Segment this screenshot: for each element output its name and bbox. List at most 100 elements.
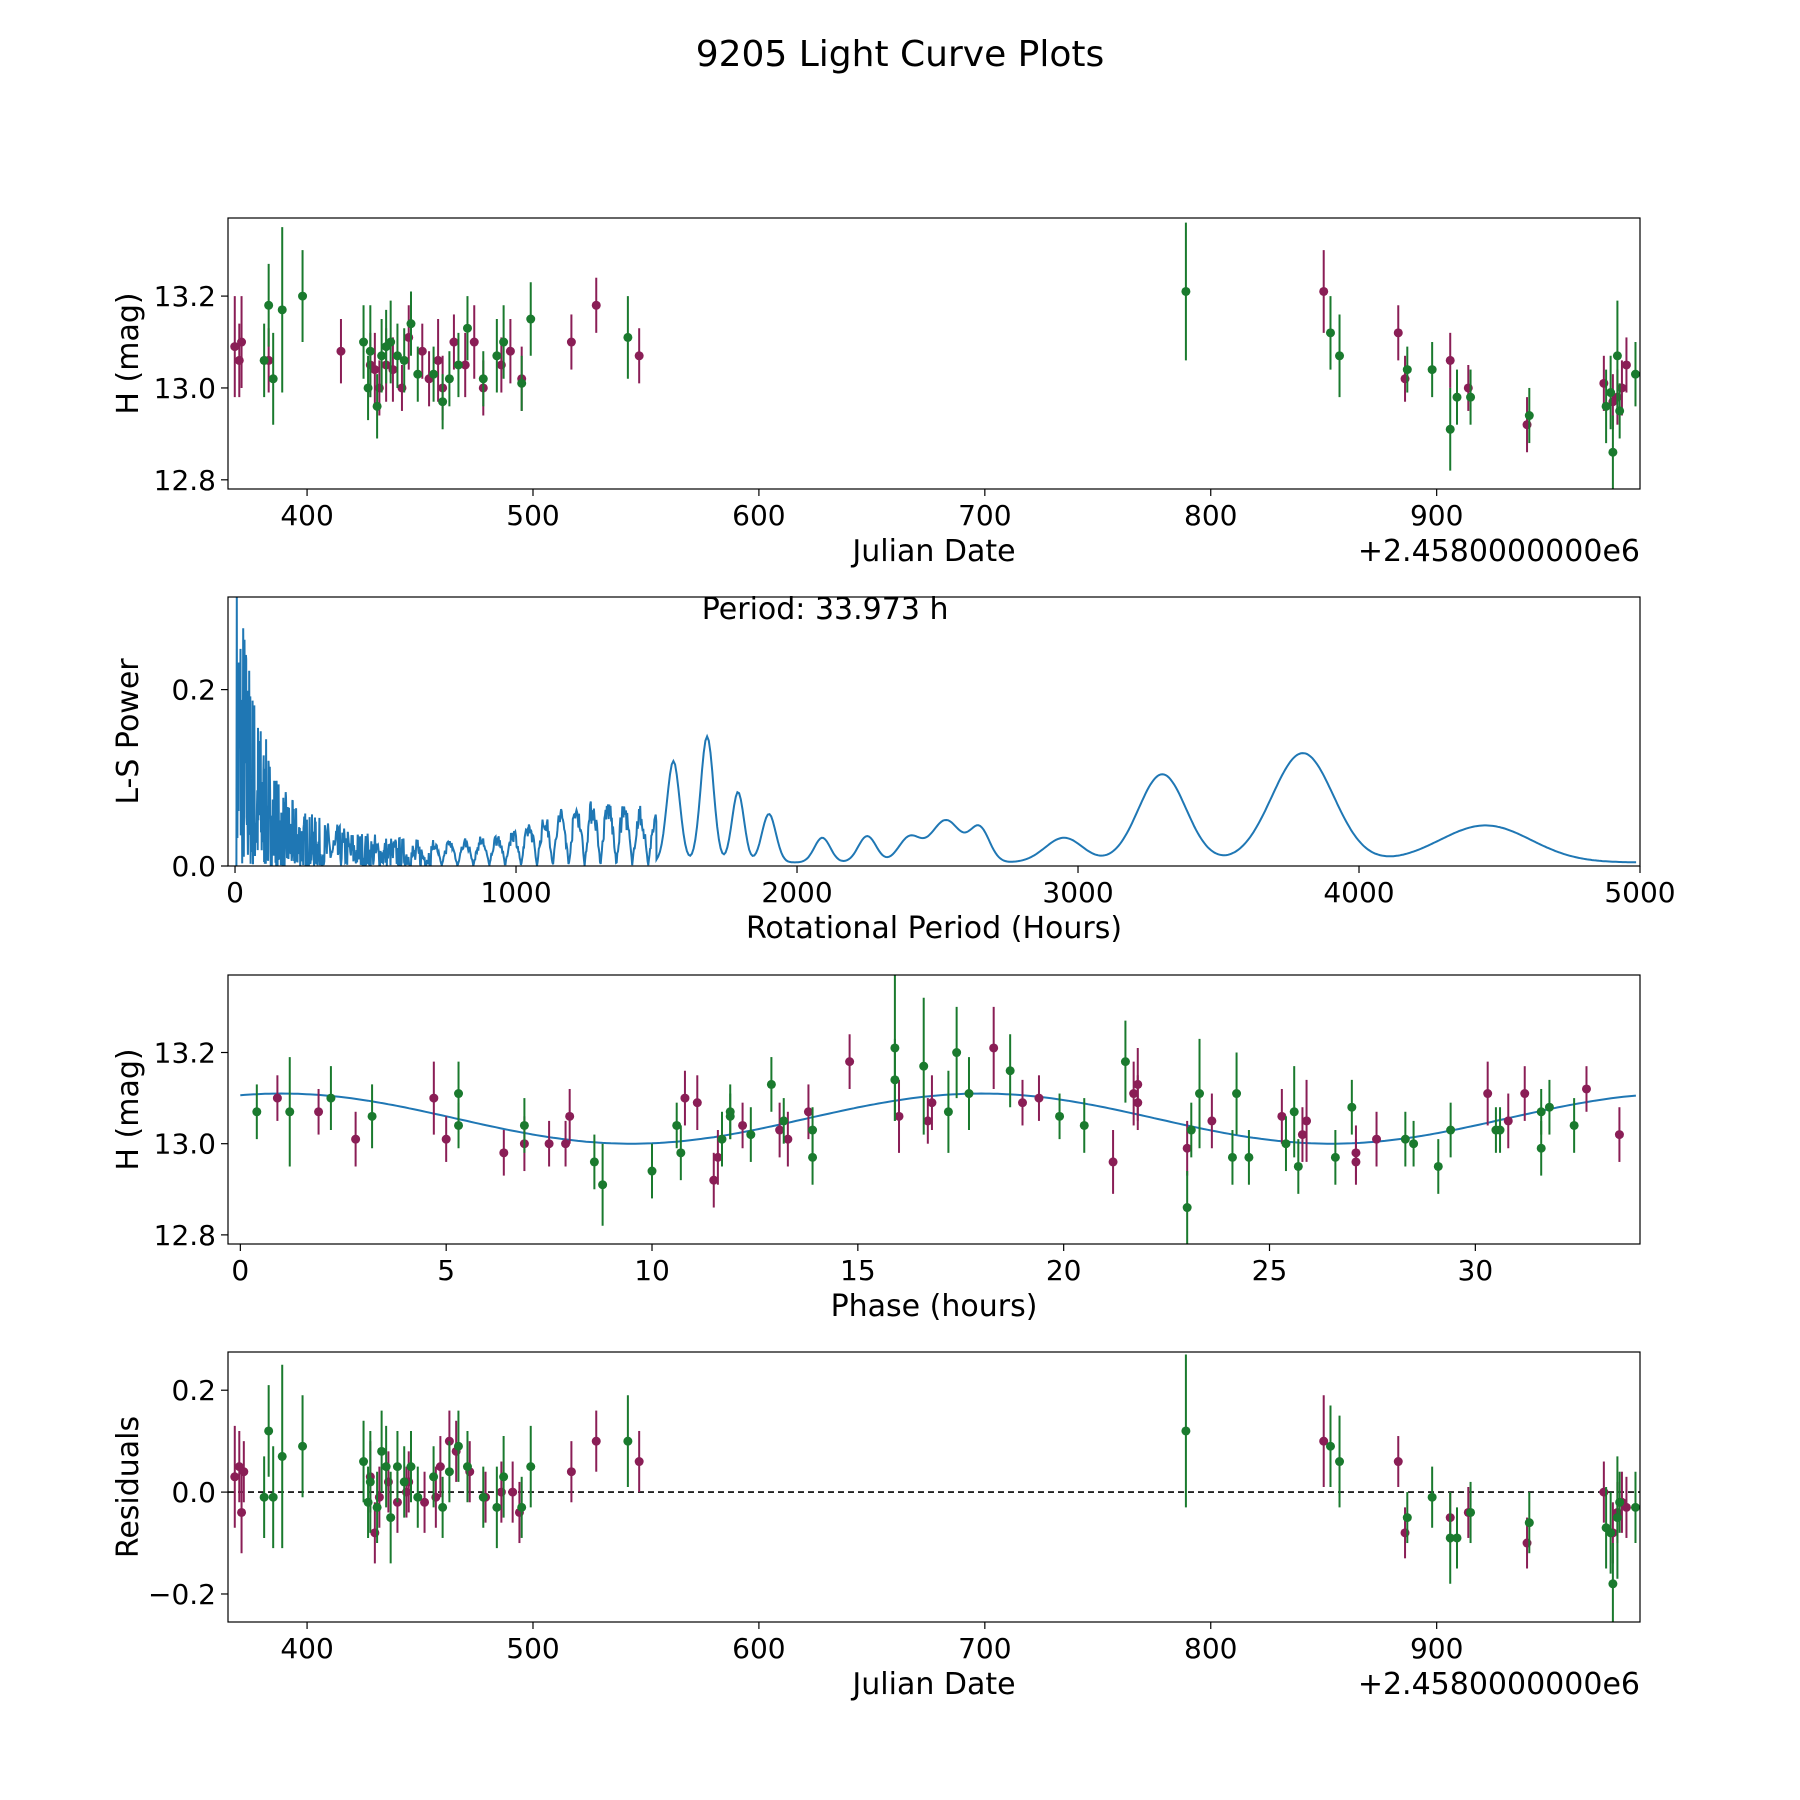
panel-residuals: 400 500 600 700 800 900 −0.2 0.0 0.2 Julian Date R… bbox=[111, 1351, 1641, 1702]
x-tick-label: 0 bbox=[226, 876, 244, 909]
data-point bbox=[429, 369, 439, 379]
panel-phasecurve: 0 5 10 15 20 25 30 12.8 13.0 13.2 Phase (hours) H (… bbox=[111, 974, 1641, 1324]
data-point bbox=[1319, 1436, 1329, 1446]
data-point bbox=[1393, 1457, 1403, 1467]
data-point bbox=[1606, 388, 1616, 398]
x-axis-label: Julian Date bbox=[850, 1667, 1015, 1702]
x-tick-label: 800 bbox=[1184, 1632, 1237, 1665]
data-point bbox=[1325, 1441, 1335, 1451]
data-point bbox=[1536, 1143, 1546, 1153]
data-point bbox=[713, 1152, 723, 1162]
x-tick-label: 400 bbox=[280, 1632, 333, 1665]
y-tick-label: 13.0 bbox=[154, 372, 216, 405]
data-point bbox=[499, 1148, 509, 1158]
x-tick-label: 800 bbox=[1184, 499, 1237, 532]
y-tick-label: 0.2 bbox=[171, 674, 216, 707]
data-point bbox=[692, 1098, 702, 1108]
data-point bbox=[1330, 1152, 1340, 1162]
data-point bbox=[517, 378, 527, 388]
y-axis-label: H (mag) bbox=[111, 1048, 146, 1170]
data-point bbox=[462, 323, 472, 333]
data-point bbox=[1608, 1579, 1618, 1589]
data-point bbox=[1402, 365, 1412, 375]
data-point bbox=[1495, 1125, 1505, 1135]
x-tick-label: 20 bbox=[1046, 1254, 1082, 1287]
data-point bbox=[460, 360, 470, 370]
data-point bbox=[676, 1148, 686, 1158]
x-axis-label: Julian Date bbox=[850, 534, 1015, 569]
data-point bbox=[469, 337, 479, 347]
y-tick-label: 12.8 bbox=[154, 464, 216, 497]
y-tick-label: 13.2 bbox=[154, 1037, 216, 1070]
data-point bbox=[264, 1426, 274, 1436]
data-point bbox=[1335, 1457, 1345, 1467]
data-point bbox=[894, 1111, 904, 1121]
data-point bbox=[492, 1502, 502, 1512]
data-point bbox=[544, 1139, 554, 1149]
data-point bbox=[1544, 1102, 1554, 1112]
data-point bbox=[314, 1107, 324, 1117]
x-tick-label: 5000 bbox=[1604, 876, 1675, 909]
data-point bbox=[438, 397, 448, 407]
data-point bbox=[1372, 1134, 1382, 1144]
data-point bbox=[803, 1107, 813, 1117]
data-point bbox=[561, 1139, 571, 1149]
plot-area-periodogram bbox=[235, 597, 1637, 866]
x-tick-label: 1000 bbox=[480, 876, 551, 909]
data-point bbox=[1445, 355, 1455, 365]
data-point bbox=[623, 332, 633, 342]
data-point bbox=[499, 337, 509, 347]
data-point bbox=[566, 1467, 576, 1477]
data-point bbox=[268, 374, 278, 384]
data-point bbox=[462, 1462, 472, 1472]
data-point bbox=[1055, 1111, 1065, 1121]
data-point bbox=[420, 1497, 430, 1507]
data-point bbox=[268, 1492, 278, 1502]
data-point bbox=[1524, 411, 1534, 421]
data-point bbox=[1445, 1533, 1455, 1543]
y-tick-label: −0.2 bbox=[148, 1578, 216, 1611]
data-point bbox=[589, 1157, 599, 1167]
data-point bbox=[399, 355, 409, 365]
data-point bbox=[259, 1492, 269, 1502]
data-point bbox=[1120, 1057, 1130, 1067]
data-point bbox=[1277, 1111, 1287, 1121]
data-point bbox=[508, 1487, 518, 1497]
data-point bbox=[725, 1111, 735, 1121]
x-tick-label: 4000 bbox=[1323, 876, 1394, 909]
data-point bbox=[1133, 1098, 1143, 1108]
data-point bbox=[1445, 424, 1455, 434]
data-point bbox=[1427, 365, 1437, 375]
data-point bbox=[1289, 1107, 1299, 1117]
data-point bbox=[365, 1477, 375, 1487]
data-point bbox=[598, 1180, 608, 1190]
data-point bbox=[237, 1507, 247, 1517]
figure-title: 9205 Light Curve Plots bbox=[696, 34, 1105, 75]
data-point bbox=[890, 1043, 900, 1053]
data-point bbox=[919, 1061, 929, 1071]
data-point bbox=[766, 1079, 776, 1089]
data-point bbox=[1181, 1426, 1191, 1436]
axes-frame bbox=[227, 974, 1641, 1245]
data-point bbox=[1108, 1157, 1118, 1167]
data-point bbox=[1325, 328, 1335, 338]
data-point bbox=[775, 1125, 785, 1135]
data-point bbox=[259, 355, 269, 365]
data-point bbox=[1606, 1528, 1616, 1538]
x-tick-label: 10 bbox=[634, 1254, 670, 1287]
data-point bbox=[367, 1111, 377, 1121]
data-point bbox=[277, 305, 287, 315]
y-axis-label: Residuals bbox=[111, 1416, 146, 1558]
data-point bbox=[505, 346, 515, 356]
data-point bbox=[717, 1134, 727, 1144]
panel-periodogram: 0 1000 2000 3000 4000 5000 0.0 0.2 Rotational Pe… bbox=[111, 592, 1676, 946]
data-point bbox=[277, 1451, 287, 1461]
x-tick-label: 3000 bbox=[1042, 876, 1113, 909]
data-point bbox=[372, 1502, 382, 1512]
data-point bbox=[1614, 1130, 1624, 1140]
y-axis-label: H (mag) bbox=[111, 292, 146, 414]
data-point bbox=[392, 1462, 402, 1472]
y-tick-label: 0.2 bbox=[171, 1374, 216, 1407]
data-point bbox=[413, 1492, 423, 1502]
plot-area-residuals bbox=[228, 1354, 1640, 1622]
